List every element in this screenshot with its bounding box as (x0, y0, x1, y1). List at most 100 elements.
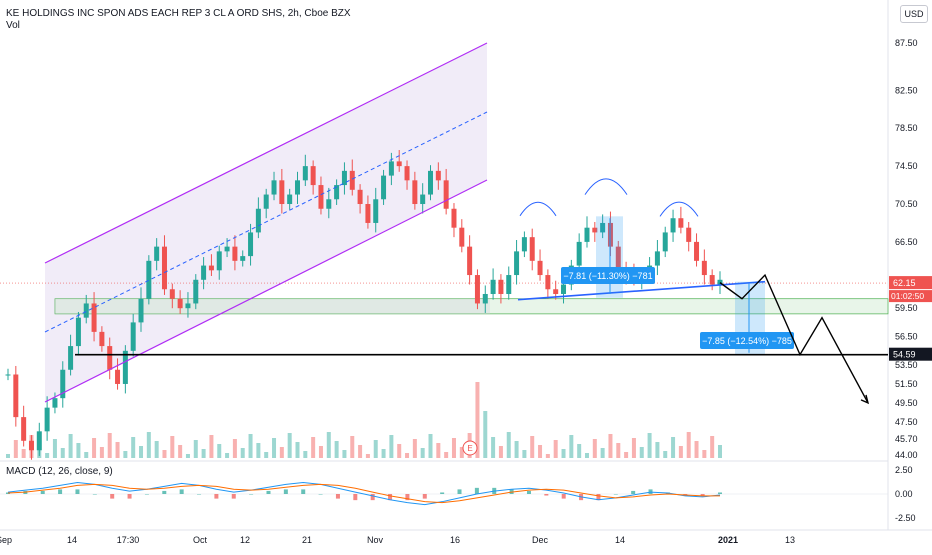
candle-body (154, 246, 160, 261)
currency-button[interactable]: USD (900, 5, 928, 23)
candle-body (490, 279, 496, 294)
time-tick: 17:30 (117, 535, 140, 545)
candle-body (193, 279, 199, 304)
candle-body (60, 369, 66, 399)
volume-bars (6, 382, 722, 458)
volume-bar (287, 433, 292, 458)
volume-bar (107, 433, 112, 458)
volume-bar (491, 437, 496, 458)
volume-bar (365, 454, 370, 458)
macd-line (7, 481, 721, 506)
volume-bar (170, 436, 175, 458)
candle-body (279, 180, 285, 205)
volume-bar (428, 434, 433, 458)
volume-bar (671, 437, 676, 458)
earnings-marker (462, 440, 478, 456)
price-tick: 70.50 (895, 199, 918, 209)
macd-histogram-bar (596, 494, 601, 501)
volume-bar (240, 448, 245, 458)
candle-body (349, 170, 355, 190)
candle-body (216, 251, 222, 271)
volume-bar (6, 454, 10, 458)
volume-bar (600, 448, 605, 458)
volume-bar (84, 452, 89, 458)
macd-histogram-bar (40, 490, 45, 494)
volume-bar (459, 447, 464, 458)
macd-tick: 0.00 (895, 489, 913, 499)
candle-body (381, 175, 387, 200)
volume-bar (232, 439, 237, 458)
volume-bar (577, 444, 582, 458)
candle-body (310, 166, 316, 186)
candle-body (107, 346, 113, 370)
macd-histogram-bar (718, 492, 722, 494)
volume-bar (381, 449, 386, 458)
candle-body (506, 275, 512, 294)
candle-body (435, 170, 441, 181)
volume-bar (162, 450, 167, 458)
volume-bar (655, 442, 660, 458)
macd-histogram-bar (370, 494, 375, 501)
time-tick: 13 (785, 535, 795, 545)
time-tick: 14 (67, 535, 77, 545)
volume-bar (584, 453, 589, 458)
candle-body (654, 251, 660, 266)
price-tick: 87.50 (895, 38, 918, 48)
macd-pane (0, 481, 888, 506)
macd-histogram-bar (405, 494, 410, 501)
candle-body (240, 256, 246, 261)
candle-body (553, 289, 559, 294)
volume-bar (498, 446, 503, 458)
price-tick: 74.50 (895, 161, 918, 171)
volume-bar (545, 454, 550, 458)
candle-body (717, 279, 723, 285)
candle-body (694, 241, 700, 261)
macd-histogram-bar (197, 494, 202, 495)
candle-body (521, 237, 527, 252)
volume-bar (451, 438, 456, 458)
time-tick: Dec (532, 535, 549, 545)
candle-body (169, 289, 175, 299)
macd-histogram-bar (249, 494, 254, 495)
support-zone (54, 298, 889, 315)
volume-bar (115, 442, 120, 458)
volume-bar (201, 449, 206, 458)
volume-bar (76, 443, 81, 458)
channel-median (44, 111, 488, 333)
macd-histogram-bar (526, 490, 531, 494)
price-tick: 56.50 (895, 332, 918, 342)
candle-body (443, 180, 449, 209)
candle-body (459, 227, 465, 247)
time-tick: 14 (615, 535, 625, 545)
candle-body (68, 346, 74, 370)
macd-histogram-bar (75, 489, 80, 494)
macd-histogram-bar (335, 494, 340, 499)
time-tick: 21 (302, 535, 312, 545)
candle-body (396, 161, 402, 167)
volume-bar (295, 442, 300, 458)
candle-body (412, 180, 418, 205)
level-badge (889, 347, 932, 361)
volume-label: Vol (6, 20, 20, 31)
volume-bar (279, 447, 284, 458)
candle-body (201, 265, 207, 280)
volume-bar (272, 438, 277, 458)
countdown-badge (889, 290, 932, 303)
measure-label-bg-2 (700, 332, 794, 349)
volume-bar (631, 438, 636, 458)
candle-body (529, 237, 535, 261)
volume-bar (154, 441, 159, 458)
volume-bar (123, 451, 128, 458)
candle-body (451, 208, 457, 228)
axes-layer: 87.50 82.50 78.50 74.50 70.50 66.50 59.50 56.50… (0, 38, 932, 545)
candle-body (294, 180, 300, 195)
macd-histogram-bar (301, 489, 306, 494)
candle-body (208, 265, 214, 271)
macd-histogram-bar (561, 494, 566, 499)
measure-label-bg-1 (561, 267, 655, 284)
volume-bar (92, 438, 97, 458)
candle-body (357, 189, 363, 205)
candle-body (420, 194, 426, 205)
volume-bar (318, 446, 323, 458)
